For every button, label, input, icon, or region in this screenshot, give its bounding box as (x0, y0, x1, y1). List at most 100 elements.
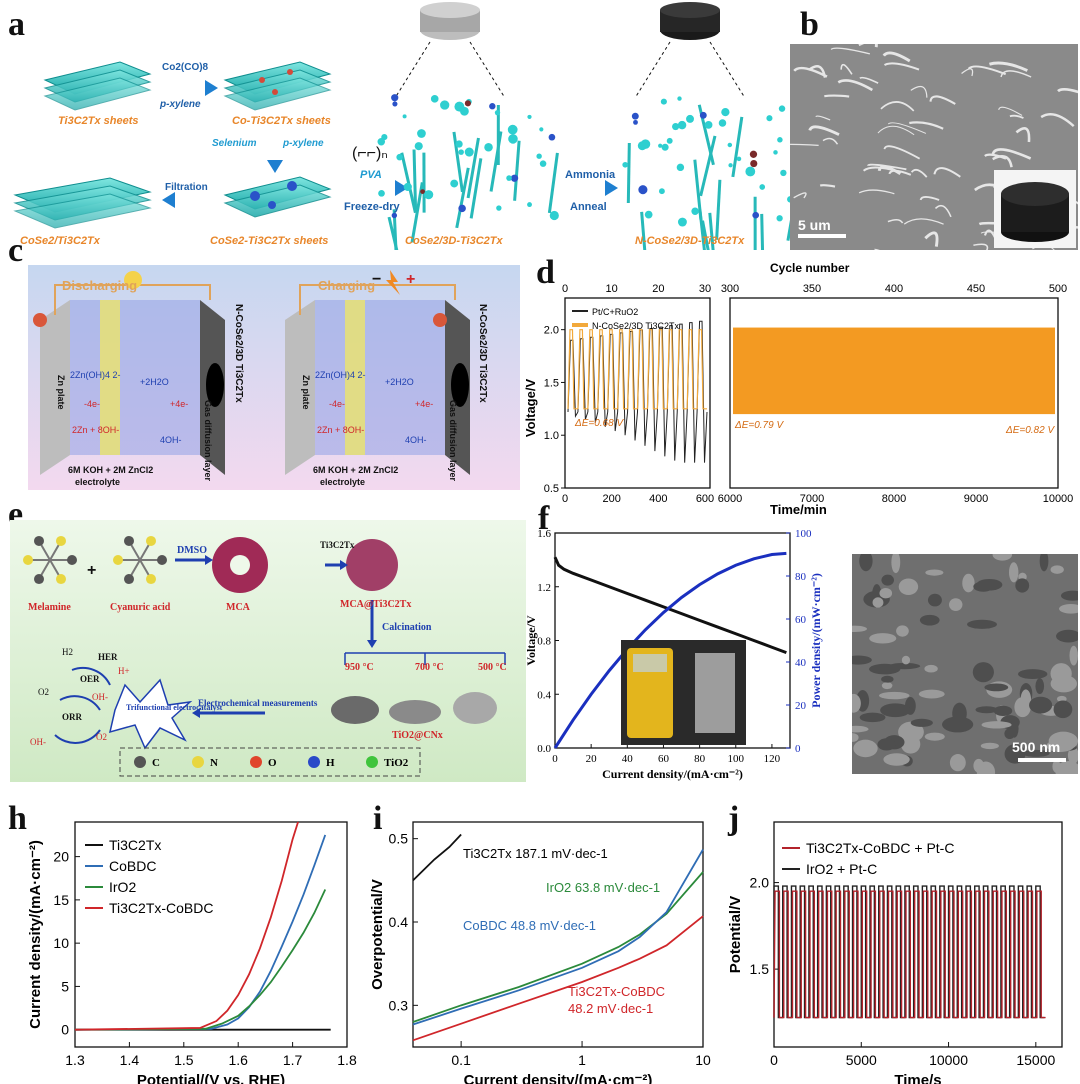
scale-bar-g (1018, 758, 1066, 762)
sem-particle (924, 732, 945, 741)
y-tick-label: 0 (61, 1022, 69, 1038)
sem-particle (878, 691, 910, 700)
label-echem: Electrochemical measurements (198, 698, 318, 708)
y2-tick-label: 60 (795, 614, 807, 626)
network-atom (417, 129, 426, 138)
sem-particle (967, 619, 997, 629)
y-tick-label: 1.5 (750, 961, 770, 977)
plot-frame (564, 297, 711, 489)
sem-particle (942, 716, 974, 733)
label-electrode-2: N-CoSe2/3D Ti3C2Tx (477, 304, 488, 403)
label-calcination: Calcination (382, 622, 432, 633)
x-tick-label: 1.4 (120, 1052, 140, 1068)
label-melamine: Melamine (28, 602, 71, 613)
trifunctional-star (108, 678, 193, 750)
network-atom (496, 205, 502, 211)
sem-flake (858, 189, 895, 195)
sem-particle (1015, 578, 1030, 593)
network-atom (686, 114, 694, 123)
sem-flake (880, 101, 915, 112)
network-atom (464, 147, 474, 157)
legend-label: Ti3C2Tx-CoBDC (109, 900, 214, 916)
network-atom (510, 174, 519, 182)
network-strand (455, 167, 470, 229)
x-axis-label: Current density/(mA·cm⁻²) (602, 767, 743, 781)
scale-label: 5 um (798, 217, 831, 233)
label-zn-reaction-1: 2Zn + 8OH- (72, 425, 119, 435)
label-ti3c2-sheets: Ti3C2Tx sheets (58, 115, 139, 127)
network-strand (698, 209, 706, 250)
network-strand (466, 137, 480, 199)
sem-particle (1067, 746, 1078, 765)
network-strand (513, 140, 521, 201)
network-strand (400, 152, 417, 214)
panel-e-synthesis-scheme: Melamine Cyanuric acid + DMSO MCA Ti3C2T… (10, 520, 526, 782)
label-zn-reaction-2: 2Zn + 8OH- (317, 425, 364, 435)
sem-particle (962, 573, 975, 593)
sem-particle (1004, 728, 1016, 740)
panel-label-h: h (8, 800, 27, 837)
sem-particle (859, 554, 873, 572)
network-atom (450, 179, 459, 188)
annotation-ti3c2: Ti3C2Tx 187.1 mV·dec-1 (463, 846, 608, 861)
network-atom (777, 137, 783, 143)
network-atom (458, 204, 466, 213)
sem-flake (933, 167, 961, 178)
x-tick-label: 600 (696, 493, 714, 505)
panel-b-sem-image: 5 um (790, 44, 1078, 250)
label-aerogel: CoSe2/3D-Ti3C2Tx (405, 235, 503, 247)
panel-a-synthesis-scheme: Ti3C2Tx sheets Co2(CO)8 p-xylene Co-Ti3C… (13, 2, 790, 250)
series-n-cose2-right (733, 327, 1055, 415)
sem-flake (910, 85, 928, 98)
network-atom (661, 143, 669, 151)
network-atom (736, 156, 742, 162)
network-atom (527, 114, 532, 120)
sem-particle (1056, 695, 1067, 702)
label-cose2-sheets: CoSe2-Ti3C2Tx sheets (210, 235, 328, 247)
label-950: 950 °C (345, 662, 374, 673)
y2-tick-label: 40 (795, 657, 807, 669)
label-minus4e-1: -4e- (84, 399, 100, 409)
top-tick-label: 450 (967, 283, 985, 295)
sem-flake (991, 148, 1032, 160)
x-tick-label: 10 (695, 1052, 711, 1068)
label-filtration: Filtration (165, 182, 208, 193)
label-trifunctional: Trifunctional electrocatalyst (126, 703, 223, 712)
label-charging: Charging (318, 278, 375, 293)
sem-particle (1022, 749, 1050, 757)
series-cobdc (412, 849, 704, 1026)
sem-particle (898, 578, 919, 595)
sem-particle (1056, 629, 1078, 643)
label-discharging: Discharging (62, 278, 137, 293)
x-axis-label: Time/min (770, 502, 827, 517)
network-strand (701, 220, 710, 250)
y-tick-label: 0.4 (537, 689, 551, 701)
sem-flake (992, 155, 1013, 168)
network-strand (731, 116, 744, 178)
series-n-cose2-left (567, 329, 707, 410)
network-strand (786, 219, 790, 241)
plot-frame (74, 821, 348, 1048)
atom (56, 574, 66, 585)
legend-label-h: H (326, 757, 335, 769)
sem-flake (967, 65, 1007, 76)
x-tick-label: 1.5 (174, 1052, 194, 1068)
x-tick-label: 20 (586, 753, 598, 765)
network-atom (780, 169, 787, 177)
panel-i-tafel-chart: 0.1 1 10 0.3 0.4 0.5 Current density/(mA·cm⁻²)… (369, 821, 711, 1084)
network-atom (752, 211, 760, 219)
sem-particle (949, 754, 966, 772)
inset-cell (695, 653, 735, 733)
network-atom (633, 119, 638, 125)
sem-particle (1069, 645, 1078, 666)
3d-network-aerogel (377, 94, 559, 250)
sem-particle (898, 721, 924, 743)
y2-tick-label: 0 (795, 743, 801, 755)
x-tick-label: 1.7 (283, 1052, 303, 1068)
y-tick-label: 1.5 (544, 377, 559, 389)
network-atom (420, 189, 426, 194)
network-atom (718, 119, 727, 127)
legend-marker-o (250, 756, 262, 768)
battery-charging (285, 270, 470, 475)
network-atom (548, 133, 556, 141)
